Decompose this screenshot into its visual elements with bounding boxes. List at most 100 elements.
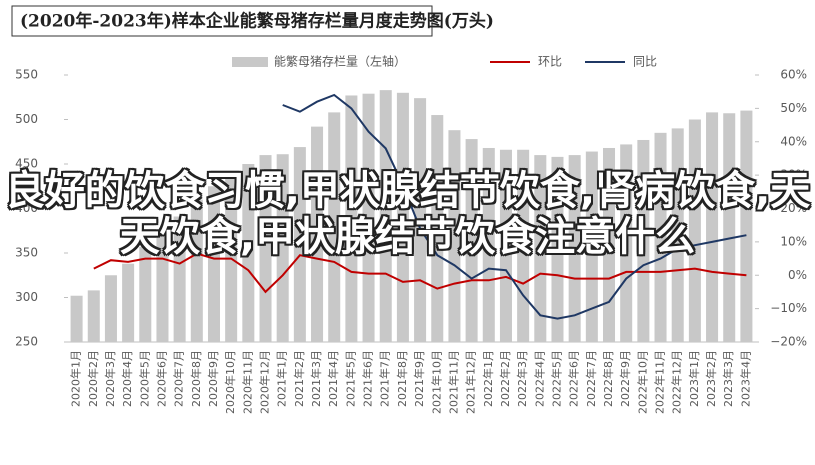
x-tick-label: 2022年2月 bbox=[498, 350, 512, 407]
x-tick-label: 2022年5月 bbox=[549, 350, 563, 407]
line bbox=[93, 252, 747, 294]
bar bbox=[740, 110, 753, 342]
y2-tick-label: 50% bbox=[780, 101, 807, 115]
x-tick-label: 2023年3月 bbox=[721, 350, 735, 407]
x-tick-label: 2020年4月 bbox=[120, 350, 134, 407]
x-tick-label: 2021年10月 bbox=[429, 350, 443, 414]
bar bbox=[482, 147, 495, 342]
x-tick-label: 2021年2月 bbox=[292, 350, 306, 407]
x-tick-label: 2021年6月 bbox=[361, 350, 375, 407]
y-tick-label: 400 bbox=[15, 201, 38, 215]
bar bbox=[603, 147, 616, 342]
title-box bbox=[11, 5, 433, 37]
bar bbox=[637, 139, 650, 342]
bar bbox=[517, 149, 530, 342]
bar bbox=[276, 154, 289, 342]
legend-label: 能繁母猪存栏量（左轴） bbox=[274, 54, 406, 69]
bar bbox=[551, 156, 564, 342]
bar bbox=[723, 113, 736, 343]
line bbox=[282, 93, 747, 320]
x-tick-label: 2023年2月 bbox=[704, 350, 718, 407]
x-tick-label: 2022年11月 bbox=[653, 350, 667, 414]
y2-tick-label: 20% bbox=[780, 201, 807, 215]
bar bbox=[259, 155, 272, 342]
x-tick-label: 2021年9月 bbox=[412, 350, 426, 407]
y-tick-label: 300 bbox=[15, 290, 38, 304]
chart-title: (2020年-2023年)样本企业能繁母猪存栏量月度走势图(万头) bbox=[20, 11, 494, 32]
bar bbox=[328, 112, 341, 342]
bar bbox=[190, 199, 203, 342]
x-tick-label: 2022年1月 bbox=[481, 350, 495, 407]
y-tick-label: 500 bbox=[15, 112, 38, 126]
x-tick-label: 2021年3月 bbox=[309, 350, 323, 407]
bar bbox=[499, 149, 512, 342]
x-tick-label: 2021年5月 bbox=[343, 350, 357, 407]
y2-tick-label: 30% bbox=[780, 168, 807, 182]
bar bbox=[620, 144, 633, 342]
x-tick-label: 2021年4月 bbox=[326, 350, 340, 407]
bar bbox=[654, 132, 667, 342]
x-tick-label: 2021年11月 bbox=[446, 350, 460, 414]
bar bbox=[293, 147, 306, 342]
x-tick-label: 2020年3月 bbox=[103, 350, 117, 407]
bar bbox=[139, 246, 152, 342]
overlay-text: 良好的饮食习惯,甲状腺结节饮食,肾病饮食,天天饮食,甲状腺结节饮食注意什么 bbox=[4, 168, 811, 260]
y2-tick-label: 40% bbox=[780, 134, 807, 148]
bar bbox=[585, 151, 598, 342]
y2-tick-label: 0% bbox=[788, 268, 807, 282]
x-tick-label: 2022年8月 bbox=[601, 350, 615, 407]
bar bbox=[242, 164, 255, 342]
x-tick-label: 2020年2月 bbox=[86, 350, 100, 407]
x-tick-label: 2020年5月 bbox=[137, 350, 151, 407]
bar bbox=[362, 93, 375, 342]
x-tick-label: 2022年3月 bbox=[515, 350, 529, 407]
bar bbox=[225, 172, 238, 342]
x-tick-label: 2022年4月 bbox=[532, 350, 546, 407]
bar bbox=[345, 95, 358, 342]
y-tick-label: 550 bbox=[15, 68, 38, 82]
x-tick-label: 2020年11月 bbox=[240, 350, 254, 414]
bar bbox=[465, 139, 478, 342]
y-tick-label: 350 bbox=[15, 246, 38, 260]
y2-tick-label: −10% bbox=[770, 301, 807, 315]
x-tick-label: 2020年8月 bbox=[189, 350, 203, 407]
legend-swatch bbox=[232, 57, 268, 67]
x-tick-label: 2020年6月 bbox=[154, 350, 168, 407]
y2-tick-label: 10% bbox=[780, 234, 807, 248]
x-tick-label: 2020年7月 bbox=[172, 350, 186, 407]
x-tick-label: 2022年12月 bbox=[670, 350, 684, 414]
bar bbox=[207, 186, 220, 342]
x-tick-label: 2020年9月 bbox=[206, 350, 220, 407]
y-tick-label: 450 bbox=[15, 157, 38, 171]
legend-label: 环比 bbox=[538, 55, 562, 69]
bar bbox=[706, 112, 719, 342]
x-tick-label: 2021年7月 bbox=[378, 350, 392, 407]
x-tick-label: 2020年10月 bbox=[223, 350, 237, 414]
bar bbox=[70, 295, 83, 342]
bar bbox=[534, 155, 547, 342]
x-tick-label: 2021年8月 bbox=[395, 350, 409, 407]
x-tick-label: 2023年4月 bbox=[738, 350, 752, 407]
x-tick-label: 2022年10月 bbox=[635, 350, 649, 414]
bar bbox=[122, 263, 135, 342]
x-tick-label: 2022年7月 bbox=[584, 350, 598, 407]
y2-tick-label: −20% bbox=[770, 335, 807, 349]
x-tick-label: 2023年1月 bbox=[687, 350, 701, 407]
x-tick-label: 2020年1月 bbox=[69, 350, 83, 407]
x-tick-label: 2022年6月 bbox=[567, 350, 581, 407]
bar bbox=[448, 130, 461, 342]
x-tick-label: 2022年9月 bbox=[618, 350, 632, 407]
bar bbox=[311, 126, 324, 343]
x-tick-label: 2021年1月 bbox=[275, 350, 289, 407]
x-tick-label: 2021年12月 bbox=[464, 350, 478, 414]
x-tick-label: 2020年12月 bbox=[258, 350, 272, 414]
bar bbox=[431, 115, 444, 342]
bar bbox=[104, 275, 117, 342]
bar bbox=[568, 155, 581, 342]
y2-tick-label: 60% bbox=[780, 68, 807, 82]
bar bbox=[671, 128, 684, 342]
bar bbox=[688, 119, 701, 342]
y-tick-label: 250 bbox=[15, 335, 38, 349]
